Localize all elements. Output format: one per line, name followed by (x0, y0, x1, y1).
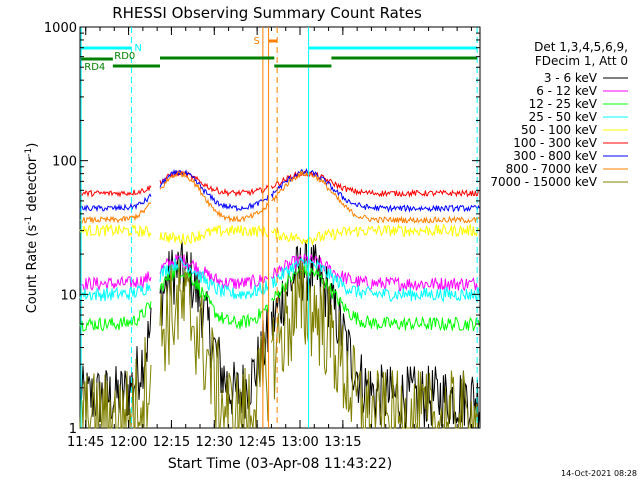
legend-label: 50 - 100 keV (521, 123, 598, 137)
x-tick-label: 13:00 (281, 435, 318, 450)
y-tick-label: 1000 (44, 21, 77, 36)
series-line (79, 202, 152, 225)
legend-label: 100 - 300 keV (513, 136, 597, 150)
series-line (159, 258, 269, 430)
legend-label: 3 - 6 keV (544, 71, 598, 85)
legend-label: 25 - 50 keV (529, 110, 598, 124)
y-axis-label-part: Count Rate (s (25, 225, 40, 314)
series-line (159, 224, 269, 246)
series-line (159, 265, 269, 330)
x-tick-label: 12:45 (238, 435, 275, 450)
y-axis-label-part: detector (25, 156, 40, 216)
series-line (271, 169, 480, 224)
series-line (79, 307, 152, 423)
series-line (270, 257, 480, 303)
night-label: N (134, 43, 141, 54)
series-line (270, 260, 480, 429)
series-line (270, 168, 480, 213)
legend: Det 1,3,4,5,6,9, FDecim 1, Att 0 3 - 6 k… (490, 40, 628, 189)
series-line (79, 193, 152, 213)
x-tick-label: 12:00 (110, 435, 147, 450)
series-line (79, 283, 152, 302)
series-line (159, 169, 269, 198)
series-line (79, 337, 152, 429)
y-tick-label: 1 (69, 422, 77, 437)
rd4-label: RD4 (84, 62, 105, 73)
series-line (159, 254, 269, 290)
legend-label: 300 - 800 keV (513, 149, 597, 163)
legend-header-line: Det 1,3,4,5,6,9, (534, 40, 628, 54)
footer-date: 14-Oct-2021 08:28 (561, 469, 637, 478)
series-line (270, 264, 480, 332)
x-tick-label: 12:15 (153, 435, 190, 450)
series-line (79, 184, 152, 198)
x-tick-label: 13:15 (324, 435, 361, 450)
legend-header-line: FDecim 1, Att 0 (535, 54, 628, 68)
x-tick-label: 11:45 (67, 435, 104, 450)
legend-label: 800 - 7000 keV (506, 162, 598, 176)
x-tick-label: 12:30 (196, 435, 233, 450)
y-axis-label-sup: -1 (24, 216, 34, 225)
chart-title: RHESSI Observing Summary Count Rates (112, 4, 422, 22)
axes-layer: 11:45 12:00 12:15 12:30 12:45 13:00 13:15 1 10 10… (44, 21, 480, 450)
x-axis-label: Start Time (03-Apr-08 11:43:22) (168, 456, 392, 472)
legend-label: 7000 - 15000 keV (490, 175, 597, 189)
series-line (159, 171, 269, 223)
y-axis-label-sup: -1 (24, 148, 34, 157)
series-line (270, 253, 480, 292)
series-layer (79, 168, 480, 430)
y-tick-label: 10 (60, 288, 77, 303)
series-line (159, 256, 269, 300)
annotation-layer: N S RD0 RD4 (80, 27, 478, 428)
y-axis-label: Count Rate (s-1 detector-1) (24, 143, 40, 314)
legend-label: 12 - 25 keV (529, 97, 598, 111)
series-line (79, 301, 152, 332)
y-axis-label-part: ) (25, 143, 40, 148)
legend-label: 6 - 12 keV (536, 84, 598, 98)
y-tick-label: 100 (52, 155, 77, 170)
saa-label: S (253, 36, 259, 47)
series-line (270, 223, 480, 246)
series-line (79, 223, 152, 239)
rd0-label: RD0 (114, 51, 135, 62)
